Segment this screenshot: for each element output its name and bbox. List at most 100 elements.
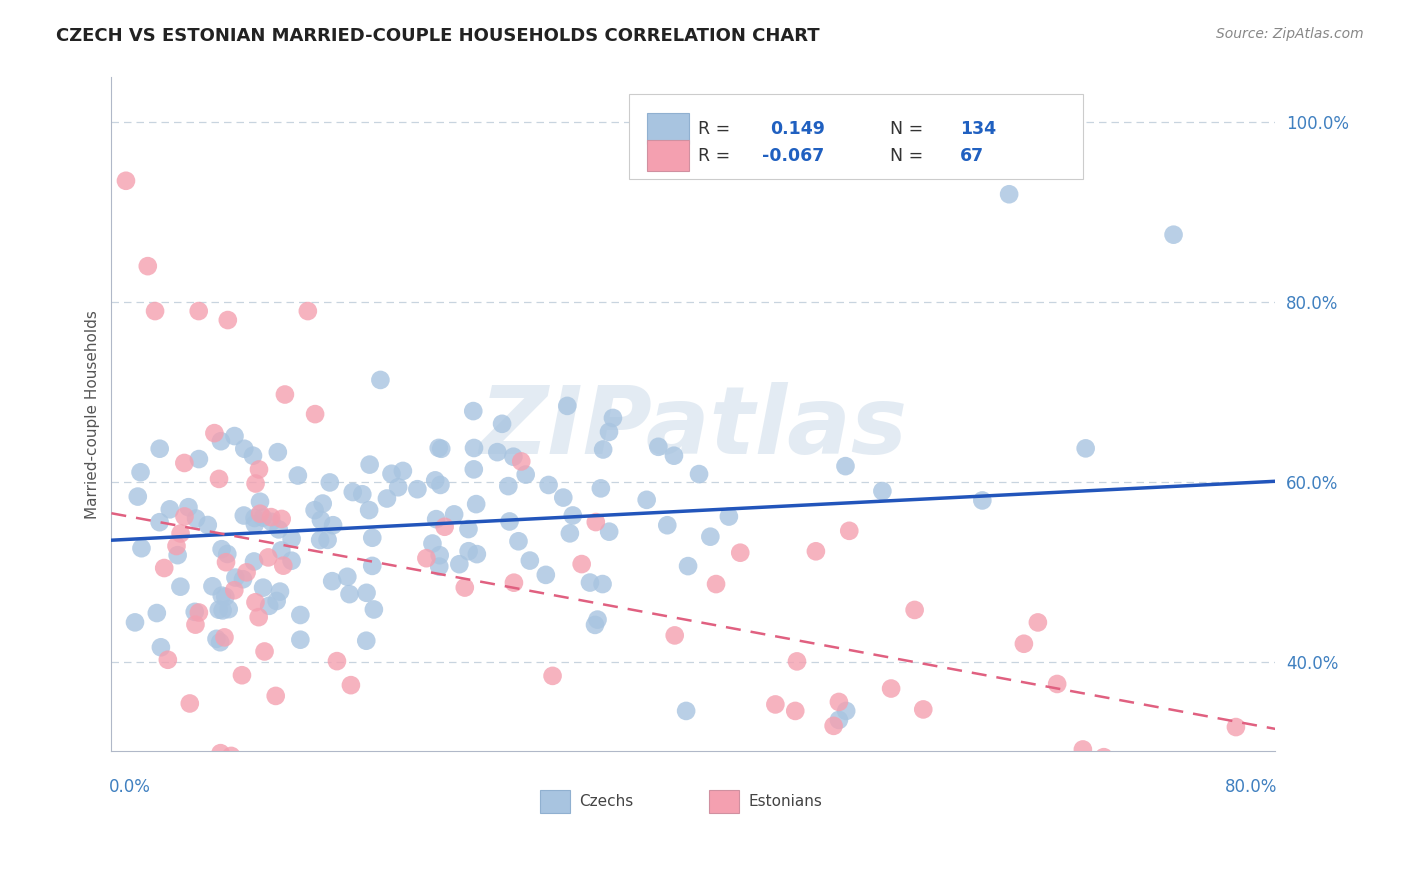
- Point: [309, 533, 332, 547]
- Point: [598, 524, 620, 539]
- Point: [166, 548, 188, 562]
- Point: [363, 602, 385, 616]
- Point: [249, 507, 271, 521]
- Point: [515, 467, 537, 482]
- Point: [904, 603, 927, 617]
- Point: [510, 454, 533, 468]
- Point: [425, 474, 447, 488]
- Text: -0.067: -0.067: [762, 147, 824, 165]
- Text: 134: 134: [960, 120, 995, 137]
- Point: [214, 631, 236, 645]
- Point: [201, 579, 224, 593]
- Text: Estonians: Estonians: [748, 795, 823, 809]
- Point: [235, 566, 257, 580]
- Point: [247, 610, 270, 624]
- Point: [359, 503, 381, 517]
- Point: [486, 445, 509, 459]
- Point: [361, 531, 384, 545]
- Point: [217, 776, 239, 790]
- Point: [579, 575, 602, 590]
- Point: [217, 313, 239, 327]
- Point: [585, 515, 607, 529]
- Point: [233, 442, 256, 456]
- FancyBboxPatch shape: [540, 790, 569, 814]
- Text: R =: R =: [697, 147, 730, 165]
- Point: [179, 697, 201, 711]
- Point: [1026, 615, 1049, 630]
- Point: [290, 632, 312, 647]
- Point: [297, 304, 319, 318]
- Point: [208, 472, 231, 486]
- Point: [422, 536, 444, 550]
- Point: [247, 462, 270, 476]
- Point: [804, 544, 827, 558]
- Point: [173, 456, 195, 470]
- Point: [149, 515, 172, 529]
- Point: [249, 494, 271, 508]
- Point: [319, 475, 342, 490]
- Point: [1225, 720, 1247, 734]
- Point: [359, 458, 381, 472]
- Point: [197, 518, 219, 533]
- Point: [252, 581, 274, 595]
- Point: [1012, 637, 1035, 651]
- Point: [598, 425, 620, 439]
- Point: [717, 509, 740, 524]
- Point: [153, 561, 176, 575]
- Point: [245, 595, 267, 609]
- Text: N =: N =: [890, 120, 924, 137]
- Point: [209, 746, 232, 760]
- Point: [427, 559, 450, 574]
- Point: [211, 542, 233, 557]
- Point: [380, 467, 402, 481]
- Point: [187, 304, 209, 318]
- Point: [224, 429, 246, 443]
- Point: [183, 605, 205, 619]
- Point: [231, 668, 253, 682]
- Point: [269, 584, 291, 599]
- Point: [224, 583, 246, 598]
- Point: [834, 459, 856, 474]
- Point: [208, 602, 231, 616]
- Point: [828, 695, 851, 709]
- Point: [498, 479, 520, 493]
- Point: [647, 440, 669, 454]
- Point: [257, 550, 280, 565]
- Point: [340, 678, 363, 692]
- Point: [823, 719, 845, 733]
- Point: [169, 526, 191, 541]
- Point: [361, 558, 384, 573]
- Point: [785, 704, 807, 718]
- Point: [880, 681, 903, 696]
- Text: Czechs: Czechs: [579, 795, 634, 809]
- Point: [245, 476, 267, 491]
- Point: [491, 417, 513, 431]
- Point: [1071, 742, 1094, 756]
- Point: [267, 445, 290, 459]
- Point: [270, 543, 292, 558]
- Point: [149, 442, 172, 456]
- Point: [370, 373, 392, 387]
- Point: [149, 640, 172, 655]
- Point: [290, 607, 312, 622]
- Point: [592, 442, 614, 457]
- Point: [537, 478, 560, 492]
- Point: [498, 515, 520, 529]
- Point: [558, 526, 581, 541]
- Point: [1092, 750, 1115, 764]
- Point: [433, 520, 456, 534]
- Point: [387, 480, 409, 494]
- Point: [375, 491, 398, 506]
- Point: [972, 493, 994, 508]
- Point: [586, 613, 609, 627]
- Point: [463, 462, 485, 476]
- Text: ZIPatlas: ZIPatlas: [479, 382, 907, 474]
- Point: [309, 513, 332, 527]
- Point: [143, 304, 166, 318]
- Point: [872, 484, 894, 499]
- Text: CZECH VS ESTONIAN MARRIED-COUPLE HOUSEHOLDS CORRELATION CHART: CZECH VS ESTONIAN MARRIED-COUPLE HOUSEHO…: [56, 27, 820, 45]
- Point: [287, 468, 309, 483]
- Point: [211, 589, 233, 603]
- Point: [657, 518, 679, 533]
- Point: [267, 522, 290, 536]
